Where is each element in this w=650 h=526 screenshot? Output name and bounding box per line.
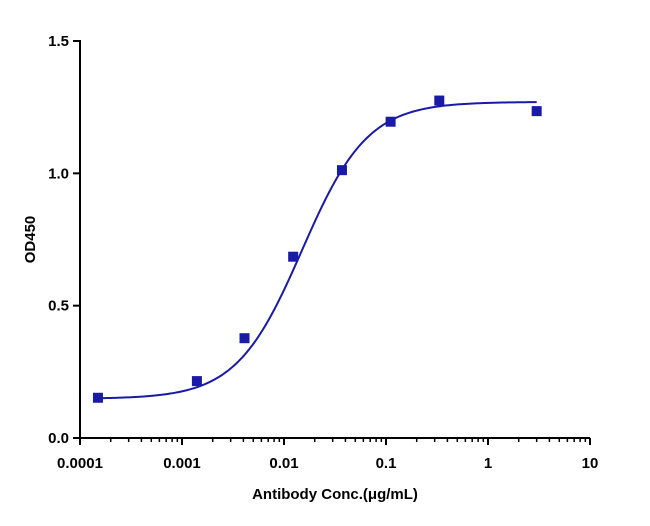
y-axis-label: OD450 bbox=[22, 216, 39, 264]
fit-curve bbox=[97, 101, 537, 400]
y-tick-label: 1.5 bbox=[48, 33, 69, 50]
x-tick-label: 1 bbox=[484, 455, 492, 472]
x-tick-label: 10 bbox=[582, 455, 599, 472]
data-point bbox=[531, 106, 542, 117]
data-point bbox=[336, 165, 347, 176]
data-point bbox=[288, 251, 299, 262]
data-point bbox=[191, 376, 202, 387]
data-point bbox=[385, 116, 396, 127]
plot-area bbox=[92, 95, 542, 403]
x-axis-label: Antibody Conc.(μg/mL) bbox=[252, 486, 418, 503]
x-tick-label: 0.0001 bbox=[57, 455, 103, 472]
x-tick-label: 0.1 bbox=[376, 455, 397, 472]
y-tick-label: 0.0 bbox=[48, 430, 69, 447]
x-tick-label: 0.001 bbox=[163, 455, 201, 472]
data-point bbox=[434, 95, 445, 106]
y-tick-label: 1.0 bbox=[48, 165, 69, 182]
data-point bbox=[92, 392, 103, 403]
y-axis: 0.0 0.5 1.0 1.5 bbox=[48, 33, 81, 447]
data-point bbox=[239, 333, 250, 344]
y-tick-label: 0.5 bbox=[48, 298, 69, 315]
x-axis: 0.0001 0.001 0.01 0.1 1 10 bbox=[57, 437, 599, 472]
x-tick-label: 0.01 bbox=[269, 455, 298, 472]
